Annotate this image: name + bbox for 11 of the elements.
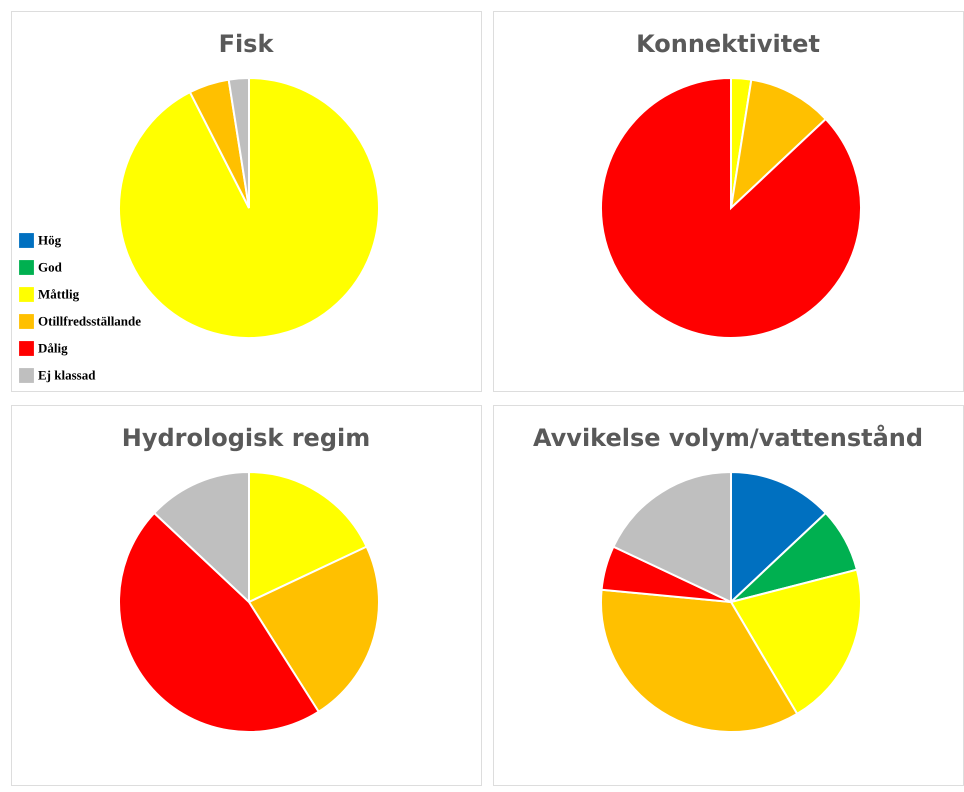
pie-slice [600,77,862,339]
chart-title: Konnektivitet [636,30,820,58]
chart-title: Avvikelse volym/vattenstånd [532,424,924,452]
chart-title: Hydrologisk regim [122,424,370,452]
legend-label: Måttlig [38,286,80,302]
legend-label: Otillfredsställande [38,314,142,328]
legend-label: God [38,260,63,274]
chart-title: Fisk [218,30,274,58]
legend-label: Ej klassad [38,368,96,382]
legend-label: Hög [38,232,62,248]
legend-label: Dålig [38,340,68,356]
